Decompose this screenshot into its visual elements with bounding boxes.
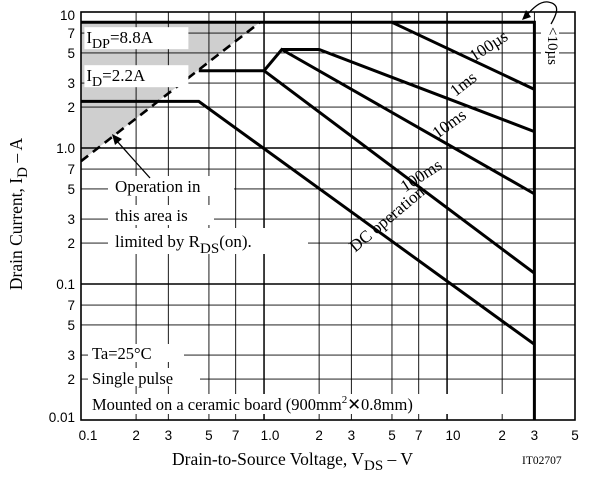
condition-ambient-temp: Ta=25°C (92, 344, 152, 363)
series-line-100ms (263, 69, 536, 275)
note-line2-bg (108, 205, 214, 225)
x-axis-title-unit: – V (383, 449, 413, 469)
pulse-width-bg (541, 24, 559, 76)
series-line-operation-limits (81, 20, 536, 420)
note-line-3-main: limited by R (115, 232, 201, 251)
y-tick-label: 0.01 (49, 410, 75, 425)
y-tick-label: 0.1 (56, 277, 75, 292)
condition-bg-2 (88, 368, 200, 386)
y-tick-label: 5 (67, 318, 75, 333)
label-layer: 0.1 2 3 5 7 1.0 2 3 5 7 10 2 3 5 0.01 2 3 5 7 0.1 2 3 5 7 1.0 2 3 5… (6, 1, 579, 474)
y-tick-label: 3 (67, 76, 75, 91)
x-axis-title-main: Drain-to-Source Voltage, V (172, 449, 364, 469)
y-axis-title-unit: – A (6, 138, 26, 168)
y-tick-label: 5 (67, 46, 75, 61)
current-label-value: =8.8A (110, 28, 154, 47)
x-tick-label: 5 (571, 428, 579, 443)
x-tick-label: 1.0 (261, 428, 280, 443)
current-label-dp: IDP=8.8A (86, 28, 153, 52)
note-pointer-arrowhead (112, 134, 122, 145)
pulse-width-arrowhead (522, 10, 531, 20)
y-tick-label: 10 (60, 8, 75, 23)
y-tick-label: 2 (67, 236, 75, 251)
series-line-100us (391, 20, 536, 91)
curve-label-10ms: 10ms (429, 105, 470, 142)
current-label-main: I (86, 66, 92, 85)
x-axis-title-sub: DS (364, 458, 383, 474)
note-line-3-sub: DS (200, 241, 219, 257)
note-line-1: Operation in (115, 177, 201, 196)
current-label-main: I (86, 28, 92, 47)
condition-mounting-main: Mounted on a ceramic board (900mm (92, 395, 342, 414)
note-line-2: this area is (115, 206, 188, 225)
y-tick-label: 3 (67, 348, 75, 363)
note-line-3: limited by RDS(on). (115, 232, 252, 257)
y-tick-label: 7 (67, 162, 75, 177)
current-label-bg (84, 65, 189, 88)
x-axis-title: Drain-to-Source Voltage, VDS – V (172, 449, 413, 474)
x-tick-label: 3 (531, 428, 539, 443)
x-tick-label: 5 (205, 428, 213, 443)
note-line1-bg (108, 176, 234, 196)
condition-single-pulse: Single pulse (92, 369, 173, 388)
y-axis-title: Drain Current, ID – A (6, 138, 31, 291)
y-tick-label: 2 (67, 372, 75, 387)
note-pointer-arrow (115, 139, 151, 179)
x-tick-label: 2 (498, 428, 506, 443)
x-tick-label: 10 (446, 428, 461, 443)
y-tick-label: 1.0 (56, 141, 75, 156)
curve-label-100us: 100µs (466, 27, 512, 66)
x-tick-label: 0.1 (79, 428, 98, 443)
x-tick-label: 7 (415, 428, 423, 443)
current-label-sub: DP (92, 37, 110, 52)
condition-mounting-tail: ✕0.8mm) (347, 395, 413, 414)
x-tick-label: 2 (315, 428, 323, 443)
y-tick-label: 7 (67, 298, 75, 313)
y-axis-title-main: Drain Current, I (6, 178, 26, 290)
condition-bg-1 (88, 344, 184, 362)
y-tick-label: 2 (67, 100, 75, 115)
x-tick-label: 2 (132, 428, 140, 443)
note-line-3-tail: (on). (219, 232, 252, 251)
series-layer (80, 20, 536, 420)
x-tick-label: 3 (348, 428, 356, 443)
series-line-1ms (281, 47, 535, 134)
series-line-dc-operation (81, 99, 536, 346)
y-axis-title-sub: D (15, 167, 31, 178)
curve-label-1ms: 1ms (446, 68, 480, 100)
plot-frame (80, 11, 576, 421)
current-label-bg (84, 27, 189, 50)
x-tick-label: 7 (232, 428, 240, 443)
y-tick-label: 5 (67, 182, 75, 197)
pulse-width-label: <10µs (544, 27, 560, 65)
current-label-value: =2.2A (102, 66, 146, 85)
y-tick-label: 7 (67, 26, 75, 41)
note-line3-bg (108, 228, 308, 254)
x-tick-label: 3 (165, 428, 173, 443)
x-tick-label: 5 (388, 428, 396, 443)
condition-mounting-sup: 2 (342, 394, 348, 406)
series-line-rds-on-limit (80, 21, 261, 163)
figure-code: IT02707 (522, 455, 562, 467)
current-label-d: ID=2.2A (86, 66, 146, 90)
pulse-width-arrow (525, 1, 558, 25)
y-tick-label: 3 (67, 212, 75, 227)
condition-bg-3 (88, 394, 504, 414)
condition-mounting: Mounted on a ceramic board (900mm2✕0.8mm… (92, 394, 413, 414)
series-line-10ms (198, 47, 536, 196)
current-label-sub: D (92, 75, 102, 90)
